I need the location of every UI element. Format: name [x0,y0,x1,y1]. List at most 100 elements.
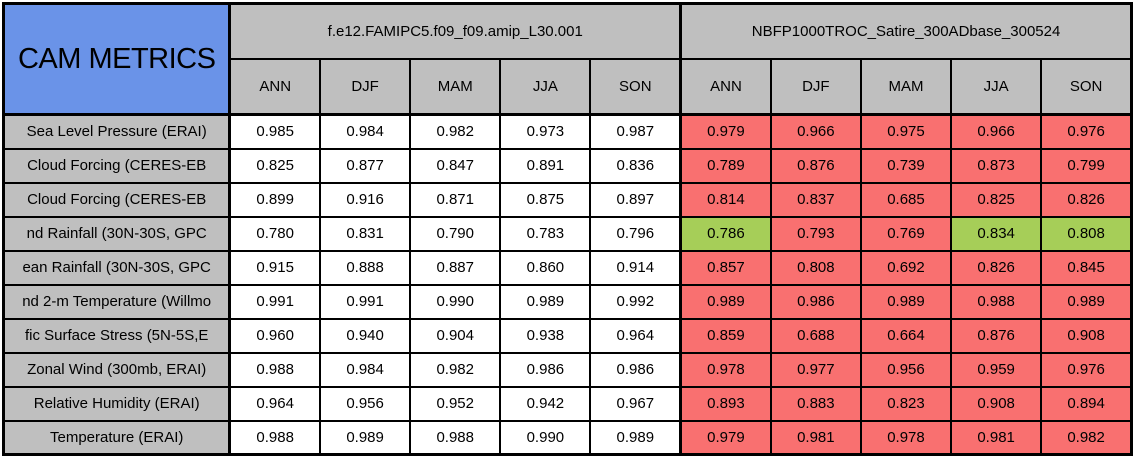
metric-value-cell: 0.857 [679,249,772,286]
metric-value-cell: 0.988 [409,419,502,456]
metric-label-cell: nd 2-m Temperature (Willmo [2,283,232,320]
season-header-mam-model2: MAM [859,58,953,116]
metric-value-cell: 0.876 [950,317,1043,354]
table-row: nd 2-m Temperature (Willmo 0.991 0.991 0.99… [2,283,1133,320]
metric-value-cell: 0.908 [950,385,1043,422]
metric-value-cell: 0.977 [769,351,862,388]
table-row: Sea Level Pressure (ERAI) 0.985 0.984 0.982… [2,113,1133,150]
metric-value-cell: 0.845 [1040,249,1133,286]
metric-value-cell: 0.877 [319,147,412,184]
metric-value-cell: 0.826 [950,249,1043,286]
metric-value-cell: 0.873 [950,147,1043,184]
metric-value-cell: 0.989 [319,419,412,456]
metric-value-cell: 0.985 [228,113,322,150]
metric-value-cell: 0.938 [499,317,592,354]
metric-value-cell: 0.739 [859,147,953,184]
metric-value-cell: 0.988 [228,351,322,388]
metric-value-cell: 0.973 [499,113,592,150]
metric-value-cell: 0.831 [319,215,412,252]
season-header-jja-model1: JJA [499,58,592,116]
season-header-son-model1: SON [589,58,682,116]
season-header-son-model2: SON [1040,58,1133,116]
season-header-jja-model2: JJA [950,58,1043,116]
metric-value-cell: 0.825 [228,147,322,184]
metric-label-cell: Zonal Wind (300mb, ERAI) [2,351,232,388]
metric-value-cell: 0.989 [499,283,592,320]
metric-value-cell: 0.914 [589,249,682,286]
metric-value-cell: 0.834 [950,215,1043,252]
table-row: fic Surface Stress (5N-5S,E 0.960 0.940 0.9… [2,317,1133,354]
metric-value-cell: 0.664 [859,317,953,354]
metric-value-cell: 0.894 [1040,385,1133,422]
metric-value-cell: 0.956 [859,351,953,388]
metric-value-cell: 0.871 [409,181,502,218]
table-row: Cloud Forcing (CERES-EB 0.899 0.916 0.871 0.… [2,181,1133,218]
metric-value-cell: 0.984 [319,351,412,388]
metric-label-cell: fic Surface Stress (5N-5S,E [2,317,232,354]
metric-value-cell: 0.836 [589,147,682,184]
metric-value-cell: 0.982 [1040,419,1133,456]
table-row: ean Rainfall (30N-30S, GPC 0.915 0.888 0.88… [2,249,1133,286]
metric-value-cell: 0.692 [859,249,953,286]
metric-value-cell: 0.888 [319,249,412,286]
metric-value-cell: 0.982 [409,351,502,388]
metric-value-cell: 0.986 [499,351,592,388]
metric-value-cell: 0.860 [499,249,592,286]
season-header-row: ANN DJF MAM JJA SON ANN DJF MAM JJA SON [4,58,1133,116]
season-header-djf-model2: DJF [769,58,862,116]
metric-value-cell: 0.976 [1040,113,1133,150]
metric-value-cell: 0.991 [228,283,322,320]
metric-value-cell: 0.887 [409,249,502,286]
metric-value-cell: 0.952 [409,385,502,422]
metric-value-cell: 0.685 [859,181,953,218]
metric-value-cell: 0.992 [589,283,682,320]
metric-value-cell: 0.989 [859,283,953,320]
metric-label-cell: Cloud Forcing (CERES-EB [2,181,232,218]
metric-value-cell: 0.847 [409,147,502,184]
metric-value-cell: 0.991 [319,283,412,320]
metric-value-cell: 0.876 [769,147,862,184]
metric-value-cell: 0.964 [589,317,682,354]
metric-value-cell: 0.966 [769,113,862,150]
metric-value-cell: 0.956 [319,385,412,422]
metric-value-cell: 0.883 [769,385,862,422]
metric-value-cell: 0.975 [859,113,953,150]
metric-value-cell: 0.990 [499,419,592,456]
metric-value-cell: 0.826 [1040,181,1133,218]
metric-value-cell: 0.769 [859,215,953,252]
metric-label-cell: Relative Humidity (ERAI) [2,385,232,422]
season-header-ann-model2: ANN [679,58,772,116]
metric-value-cell: 0.984 [319,113,412,150]
table-row: nd Rainfall (30N-30S, GPC 0.780 0.831 0.790… [2,215,1133,252]
metric-value-cell: 0.967 [589,385,682,422]
metric-value-cell: 0.989 [589,419,682,456]
metric-value-cell: 0.688 [769,317,862,354]
metric-value-cell: 0.978 [859,419,953,456]
table-row: Temperature (ERAI) 0.988 0.989 0.988 0.990 0.… [2,419,1133,456]
metric-value-cell: 0.981 [950,419,1043,456]
metric-value-cell: 0.988 [228,419,322,456]
metric-value-cell: 0.987 [589,113,682,150]
metric-value-cell: 0.793 [769,215,862,252]
metric-value-cell: 0.859 [679,317,772,354]
metric-value-cell: 0.986 [769,283,862,320]
metric-value-cell: 0.790 [409,215,502,252]
metric-label-cell: nd Rainfall (30N-30S, GPC [2,215,232,252]
table-row: Zonal Wind (300mb, ERAI) 0.988 0.984 0.982 0… [2,351,1133,388]
metric-value-cell: 0.982 [409,113,502,150]
metric-value-cell: 0.799 [1040,147,1133,184]
metric-value-cell: 0.942 [499,385,592,422]
metric-value-cell: 0.783 [499,215,592,252]
metric-value-cell: 0.916 [319,181,412,218]
metric-value-cell: 0.904 [409,317,502,354]
metric-value-cell: 0.990 [409,283,502,320]
metric-label-cell: Sea Level Pressure (ERAI) [2,113,232,150]
metric-value-cell: 0.940 [319,317,412,354]
metric-value-cell: 0.979 [679,113,772,150]
metric-value-cell: 0.897 [589,181,682,218]
metric-value-cell: 0.979 [679,419,772,456]
metric-value-cell: 0.964 [228,385,322,422]
metric-label-cell: Cloud Forcing (CERES-EB [2,147,232,184]
season-header-djf-model1: DJF [319,58,412,116]
